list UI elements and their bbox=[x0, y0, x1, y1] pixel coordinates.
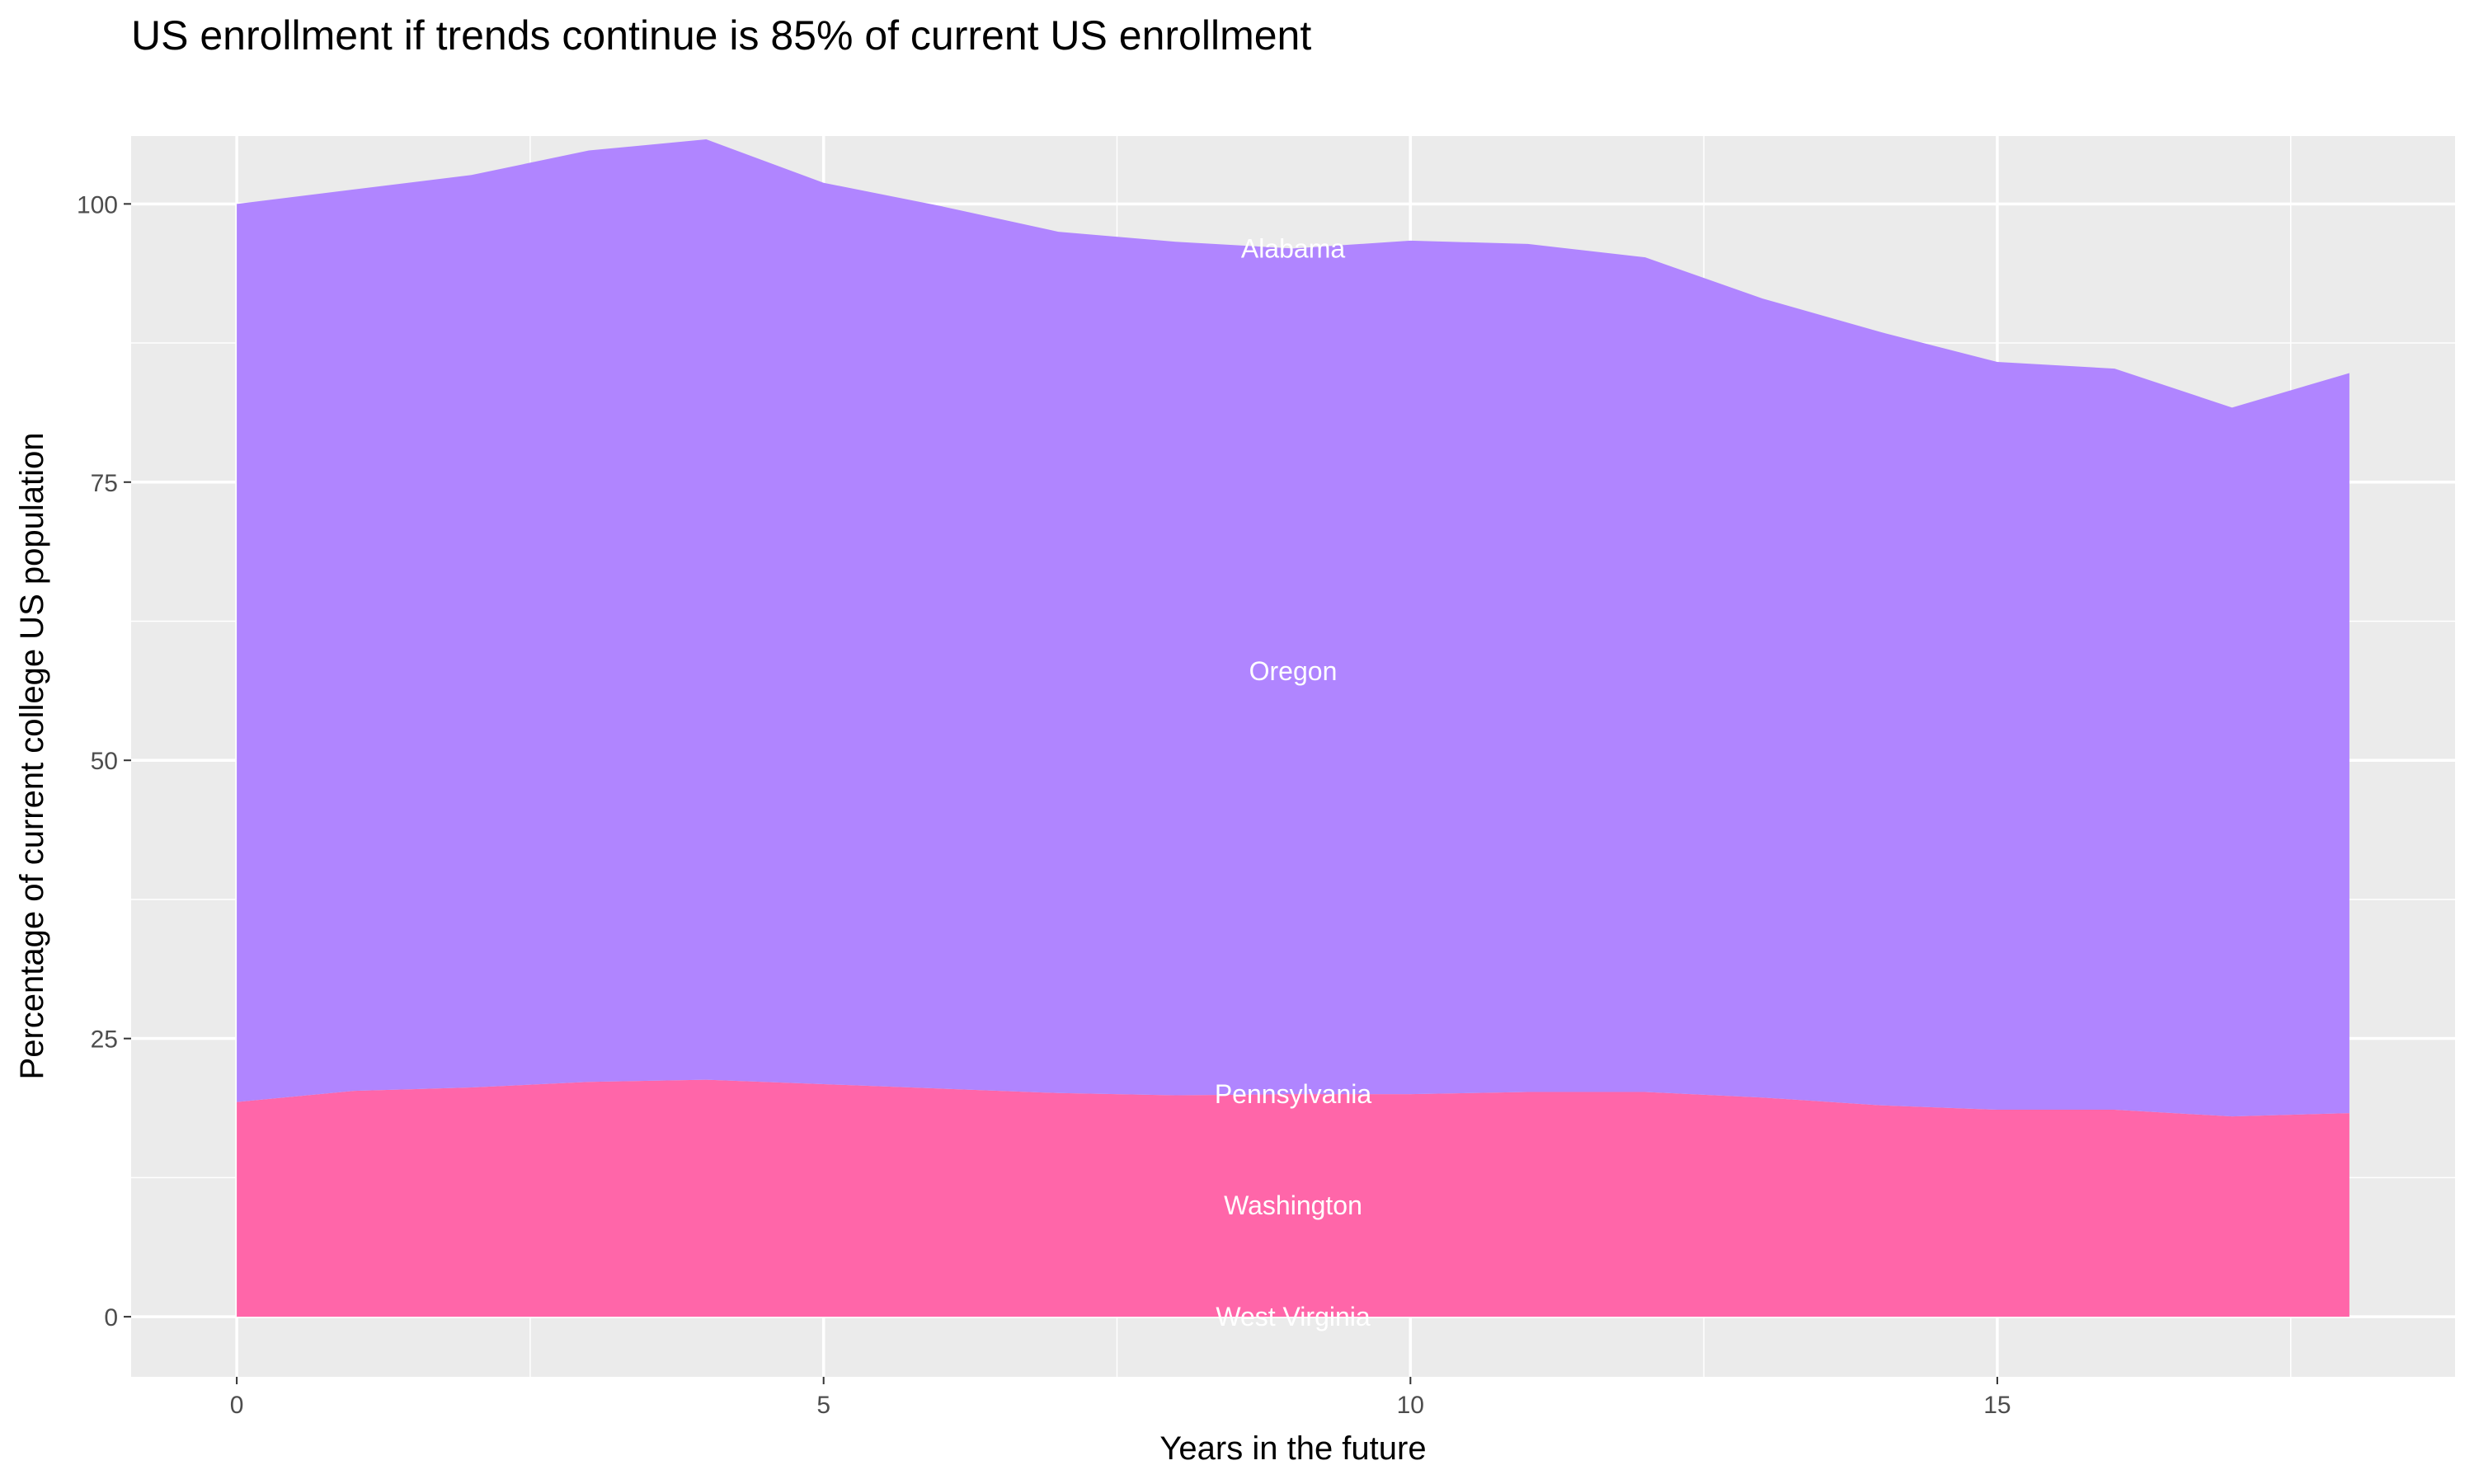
chart-title: US enrollment if trends continue is 85% … bbox=[131, 12, 1311, 59]
y-tick-label: 50 bbox=[91, 748, 118, 775]
area-label-oregon: Oregon bbox=[1249, 656, 1338, 686]
area-label-alabama: Alabama bbox=[1241, 233, 1346, 263]
y-tick-label: 0 bbox=[104, 1304, 118, 1331]
area-label-pennsylvania: Pennsylvania bbox=[1215, 1079, 1372, 1109]
area-label-west-virginia: West Virginia bbox=[1216, 1302, 1371, 1331]
area-label-washington: Washington bbox=[1224, 1190, 1362, 1220]
y-tick-label: 25 bbox=[91, 1026, 118, 1054]
area-washington bbox=[237, 1079, 2349, 1317]
y-tick-label: 75 bbox=[91, 470, 118, 497]
x-tick-label: 10 bbox=[1397, 1392, 1424, 1419]
area-oregon bbox=[237, 139, 2349, 1117]
y-tick-label: 100 bbox=[77, 191, 118, 218]
x-tick-label: 5 bbox=[816, 1392, 830, 1419]
x-tick-label: 15 bbox=[1983, 1392, 2011, 1419]
y-axis-label: Percentage of current college US populat… bbox=[14, 433, 50, 1080]
x-axis-label: Years in the future bbox=[1159, 1430, 1426, 1467]
x-tick-label: 0 bbox=[230, 1392, 244, 1419]
